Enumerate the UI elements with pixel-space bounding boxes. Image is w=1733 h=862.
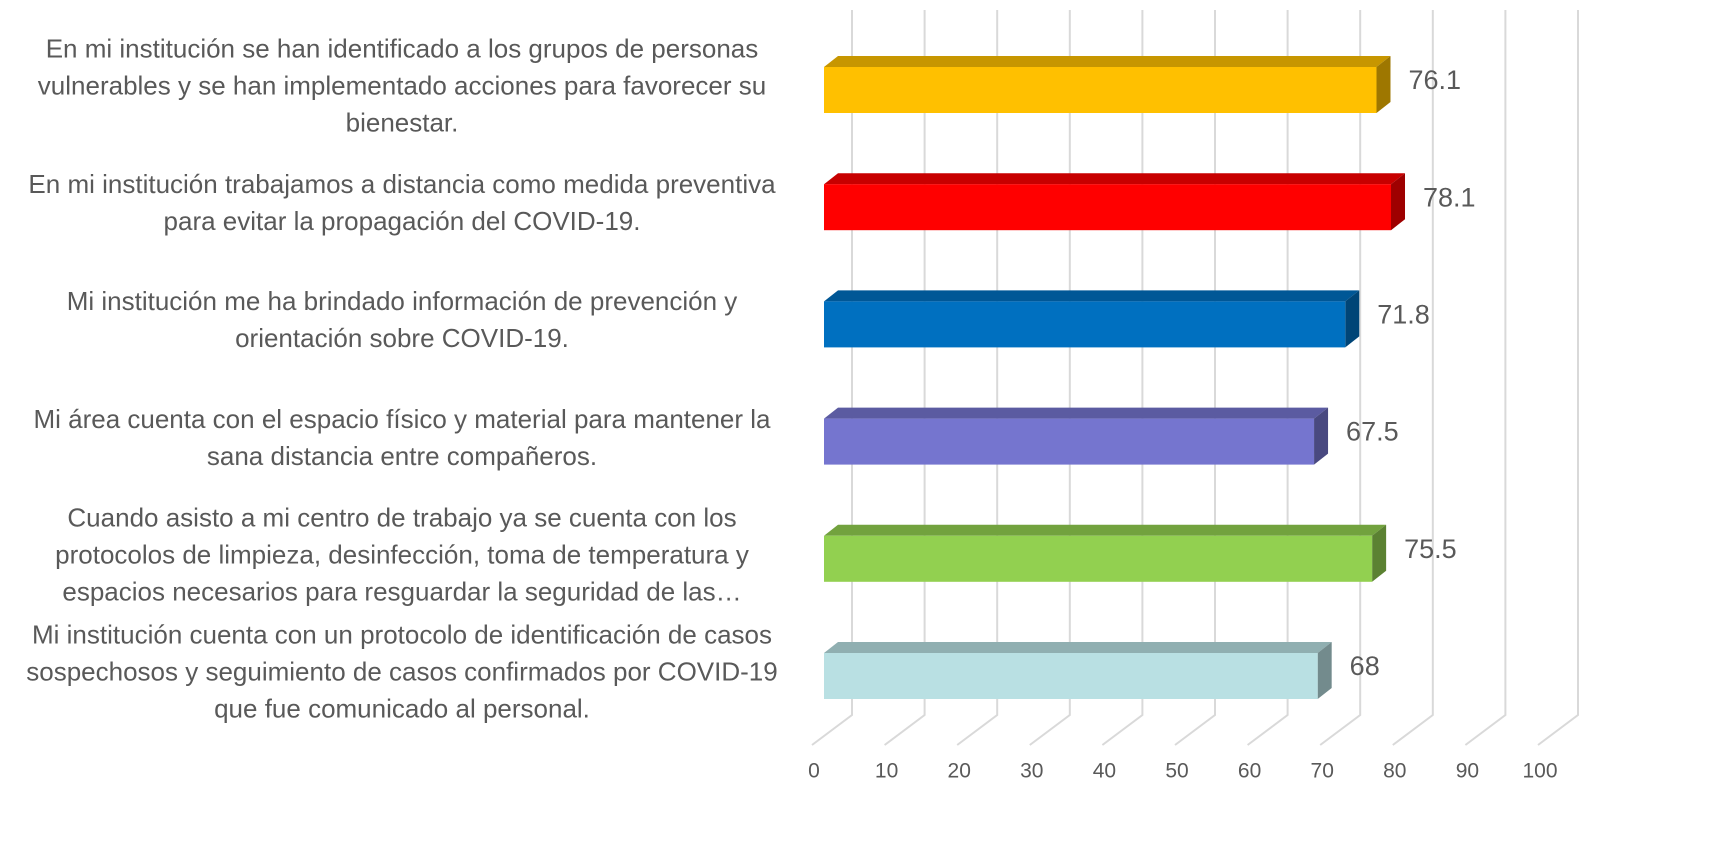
bar xyxy=(824,407,1329,465)
x-tick-label: 40 xyxy=(1093,760,1116,783)
bar-top xyxy=(824,173,1406,185)
bar xyxy=(824,56,1391,113)
bar-side xyxy=(1376,56,1391,113)
bar-top xyxy=(824,56,1391,67)
bar-front xyxy=(824,418,1315,465)
grid-line xyxy=(1246,10,1289,746)
bar-front xyxy=(824,653,1318,699)
bar-side xyxy=(1317,642,1332,699)
bar-front xyxy=(824,301,1346,348)
grid-line xyxy=(956,10,999,746)
bar xyxy=(824,173,1406,231)
bar xyxy=(824,290,1360,348)
bar xyxy=(824,642,1332,699)
x-tick-label: 70 xyxy=(1311,760,1334,783)
grid-line xyxy=(1029,10,1071,746)
grid-line xyxy=(1392,10,1434,746)
category-label: Mi institución cuenta con un protocolo d… xyxy=(26,619,778,724)
bar-top xyxy=(824,524,1387,536)
grid-line xyxy=(883,10,926,746)
grid-line xyxy=(1174,10,1216,746)
grid-line xyxy=(1464,10,1507,746)
category-label: En mi institución se han identificado a … xyxy=(37,33,767,138)
bar-side xyxy=(1372,524,1387,582)
grid-line xyxy=(811,10,853,746)
value-label: 75.5 xyxy=(1404,534,1457,564)
grid-line xyxy=(1101,10,1144,746)
value-label: 76.1 xyxy=(1408,65,1461,95)
bar-top xyxy=(824,642,1332,653)
category-label: En mi institución trabajamos a distancia… xyxy=(28,169,776,237)
bar-top xyxy=(824,407,1329,419)
category-label: Mi institución me ha brindado informació… xyxy=(66,286,738,354)
x-tick-label: 100 xyxy=(1522,760,1557,783)
bar-front xyxy=(824,184,1392,231)
bar-front xyxy=(824,535,1373,582)
x-tick-label: 90 xyxy=(1456,760,1479,783)
x-tick-label: 30 xyxy=(1020,760,1043,783)
grid-line xyxy=(1537,10,1579,746)
bar-top xyxy=(824,290,1360,302)
x-tick-label: 20 xyxy=(948,760,971,783)
bar-side xyxy=(1391,173,1406,231)
bar-side xyxy=(1345,290,1360,348)
value-label: 78.1 xyxy=(1423,182,1476,212)
x-tick-label: 0 xyxy=(808,760,820,783)
bar-side xyxy=(1314,407,1329,465)
bar xyxy=(824,524,1387,582)
x-tick-label: 50 xyxy=(1165,760,1188,783)
x-tick-label: 10 xyxy=(875,760,898,783)
x-tick-label: 60 xyxy=(1238,760,1261,783)
bar-front xyxy=(824,67,1377,113)
category-label: Cuando asisto a mi centro de trabajo ya … xyxy=(55,502,749,607)
grid-line xyxy=(1319,10,1362,746)
x-tick-label: 80 xyxy=(1383,760,1406,783)
value-label: 67.5 xyxy=(1346,417,1399,447)
value-label: 71.8 xyxy=(1377,300,1430,330)
category-label: Mi área cuenta con el espacio físico y m… xyxy=(33,403,771,471)
value-label: 68 xyxy=(1350,651,1380,681)
